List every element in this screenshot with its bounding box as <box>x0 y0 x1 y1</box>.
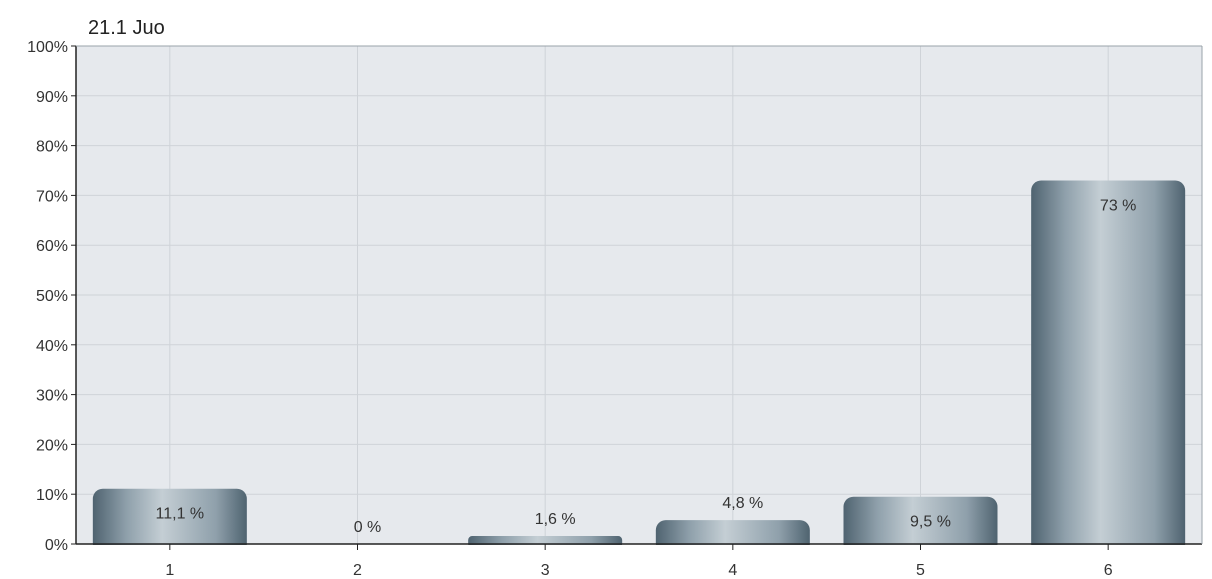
axis-mask <box>76 545 1212 565</box>
x-tick-label: 3 <box>541 562 550 579</box>
bar-3 <box>468 536 623 548</box>
bar-6 <box>1031 180 1186 554</box>
data-label: 1,6 % <box>535 511 576 528</box>
x-tick-label: 5 <box>916 562 925 579</box>
chart-title: 21.1 Juo <box>88 17 165 39</box>
data-label: 11,1 % <box>156 506 205 523</box>
x-tick-label: 4 <box>728 562 737 579</box>
y-tick-label: 90% <box>36 89 68 106</box>
bar-1 <box>92 488 247 554</box>
x-tick-label: 1 <box>165 562 174 579</box>
data-label: 73 % <box>1100 197 1136 214</box>
y-tick-label: 10% <box>36 487 68 504</box>
data-label: 4,8 % <box>722 495 763 512</box>
y-tick-label: 40% <box>36 338 68 355</box>
data-label: 9,5 % <box>910 514 951 531</box>
y-tick-label: 80% <box>36 139 68 156</box>
y-tick-label: 50% <box>36 288 68 305</box>
y-tick-label: 20% <box>36 437 68 454</box>
y-tick-label: 30% <box>36 388 68 405</box>
bar-5 <box>843 496 998 554</box>
y-tick-label: 70% <box>36 188 68 205</box>
data-labels: 11,1 % 0 % 1,6 % 4,8 % 9,5 % 73 % <box>156 197 1137 536</box>
x-tick-label: 6 <box>1104 562 1113 579</box>
x-tick-label: 2 <box>353 562 362 579</box>
y-tick-label: 0% <box>45 537 68 554</box>
y-tick-label: 100% <box>27 39 68 56</box>
data-label: 0 % <box>354 519 382 536</box>
bars <box>76 180 1212 565</box>
x-axis-ticks: 1 2 3 4 5 6 <box>165 544 1113 579</box>
y-axis-ticks: 0% 10% 20% 30% 40% 50% 60% 70% 80% 90% 100% <box>27 39 76 554</box>
y-tick-label: 60% <box>36 238 68 255</box>
